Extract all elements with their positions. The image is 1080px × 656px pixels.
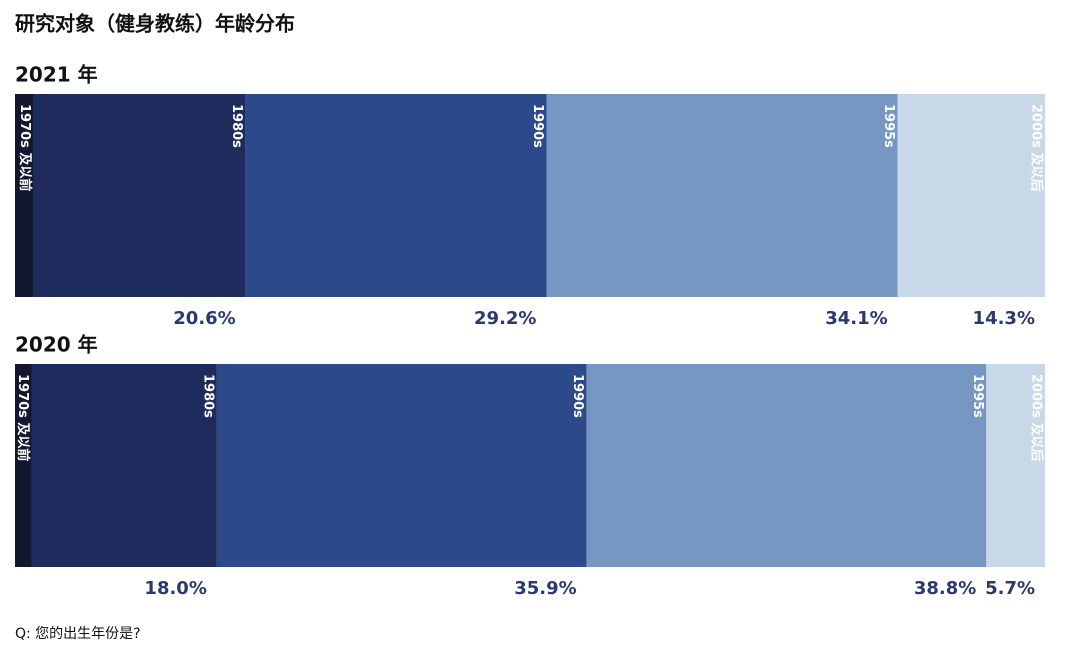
value-label: 29.2% [474, 308, 536, 329]
bar-segment [31, 364, 217, 567]
panel-title: 2021 年 [15, 63, 98, 87]
segment-label: 1990s [570, 374, 585, 418]
value-label: 20.6% [173, 308, 235, 329]
bar-segment [546, 94, 898, 297]
segment-label: 1995s [881, 104, 896, 148]
bar-segment [986, 364, 1045, 567]
segment-label: 1995s [970, 374, 985, 418]
segment-label: 1990s [530, 104, 545, 148]
bar-segment [586, 364, 987, 567]
segment-label: 1970s 及以前 [17, 104, 33, 191]
value-label: 38.8% [914, 578, 976, 599]
segment-label: 2000s 及以后 [1029, 104, 1045, 191]
bar-segment [245, 94, 547, 297]
bar-segment [216, 364, 587, 567]
segment-label: 1970s 及以前 [15, 374, 31, 461]
bar-segment [15, 94, 34, 297]
segment-label: 1980s [229, 104, 244, 148]
chart-title: 研究对象（健身教练）年龄分布 [15, 12, 295, 36]
value-label: 34.1% [825, 308, 887, 329]
footnote: Q: 您的出生年份是? [15, 625, 141, 642]
bar-segment [15, 364, 32, 567]
bar-segment [33, 94, 246, 297]
value-label: 18.0% [144, 578, 206, 599]
bar-segment [897, 94, 1045, 297]
value-label: 14.3% [973, 308, 1035, 329]
segment-label: 1980s [200, 374, 215, 418]
value-label: 35.9% [514, 578, 576, 599]
panel-title: 2020 年 [15, 333, 98, 357]
value-label: 5.7% [985, 578, 1035, 599]
segment-label: 2000s 及以后 [1029, 374, 1045, 461]
